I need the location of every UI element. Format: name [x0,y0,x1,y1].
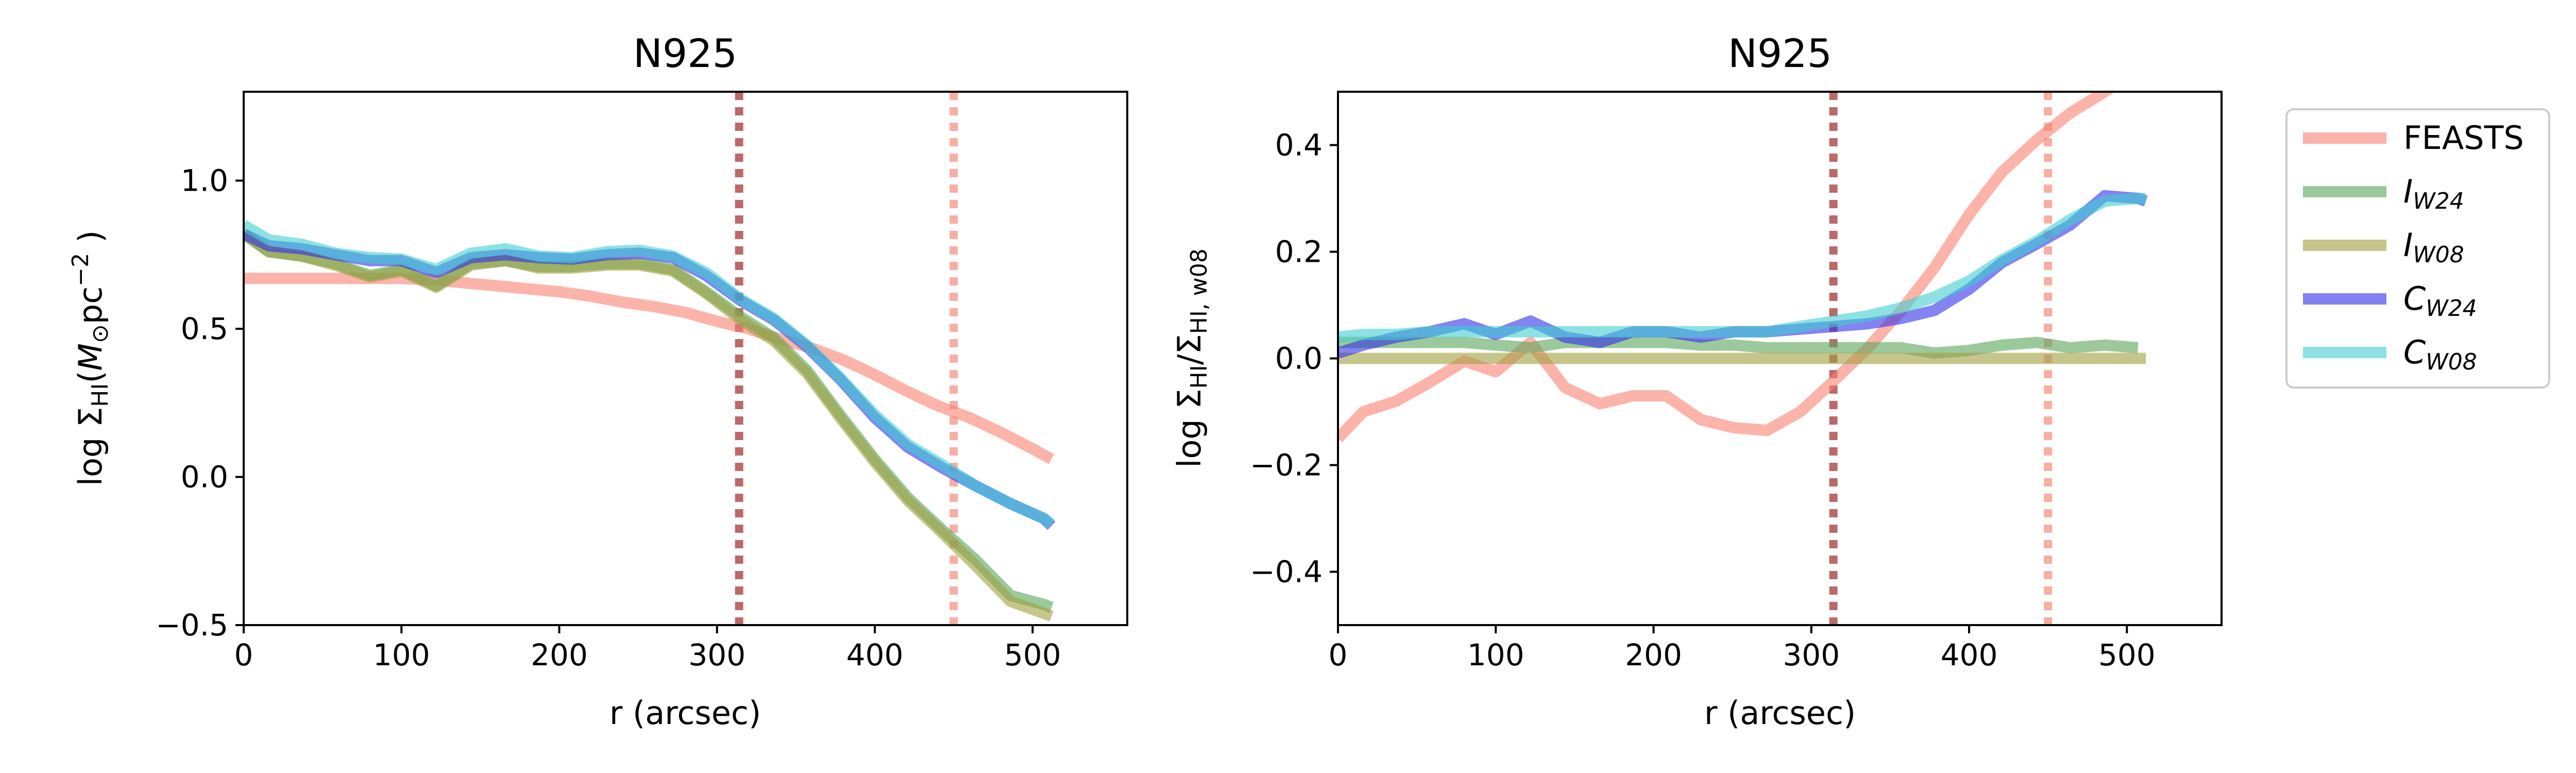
legend: FEASTS IW24 IW08 CW24 CW08 [2285,108,2550,389]
left-panel: N925 0 100 200 300 400 500 −0.5 0.0 0.5 1.0 r (a… [67,30,1128,732]
left-x-ticks: 0 100 200 300 400 500 [234,625,1061,673]
right-plot-lines [1338,92,2148,625]
left-series-feasts [244,273,1055,464]
right-x-axis-label: r (arcsec) [1704,694,1856,732]
right-x-tick-label: 200 [1625,637,1682,673]
legend-label-cw08: CW08 [2403,333,2477,375]
legend-label-iw08: IW08 [2403,226,2464,268]
right-series-iw24 [1338,337,2139,359]
right-x-tick-label: 500 [2098,637,2156,673]
right-y-tick-label: −0.4 [1250,554,1323,590]
legend-frame [2285,108,2550,389]
legend-entry-iw08: IW08 [2303,226,2464,268]
right-panel-title: N925 [1728,30,1832,76]
right-x-ticks: 0 100 200 300 400 500 [1329,625,2156,673]
right-y-axis-label: log ΣHI/ΣHI, w08 [1171,248,1212,468]
right-x-tick-label: 0 [1329,637,1348,673]
left-x-tick-label: 200 [531,637,588,673]
left-y-ticks: −0.5 0.0 0.5 1.0 [156,163,244,643]
legend-entries: FEASTS IW24 IW08 CW24 CW08 [2303,119,2524,375]
right-panel: N925 0 100 200 300 400 500 −0.4−0.20.00.20.4 … [1171,30,2223,732]
legend-entry-cw24: CW24 [2303,280,2477,322]
right-series-cw08 [1338,193,2146,343]
right-x-tick-label: 100 [1467,637,1524,673]
right-y-tick-label: 0.2 [1275,234,1323,270]
legend-label-iw24: IW24 [2403,173,2464,214]
right-y-tick-label: 0.0 [1275,341,1323,376]
left-x-tick-label: 100 [373,637,430,673]
left-y-tick-label: 0.0 [181,460,228,495]
left-series-iw08 [244,229,1054,622]
right-x-tick-label: 300 [1783,637,1840,673]
right-y-ticks: −0.4 −0.2 0.0 0.2 0.4 [1250,128,1338,590]
left-x-tick-label: 300 [688,637,745,673]
legend-entry-iw24: IW24 [2303,173,2464,214]
right-x-tick-label: 400 [1941,637,1998,673]
left-y-tick-label: 1.0 [181,163,228,198]
legend-label-feasts: FEASTS [2403,119,2524,157]
left-x-tick-label: 0 [234,637,253,673]
left-plot-lines [244,92,1056,625]
left-y-tick-label: −0.5 [156,608,228,643]
left-series-iw24 [244,229,1054,613]
legend-entry-cw08: CW08 [2303,333,2477,375]
legend-label-cw24: CW24 [2403,280,2477,322]
left-x-tick-label: 400 [846,637,904,673]
left-x-axis-label: r (arcsec) [609,694,761,732]
left-y-axis-label: log ΣHI(M⊙pc−2 ) [67,230,113,486]
left-y-tick-label: 0.5 [181,311,228,346]
right-y-tick-label: 0.4 [1275,128,1323,163]
right-y-tick-label: −0.2 [1250,448,1323,483]
left-panel-title: N925 [633,30,737,76]
left-series-cw08 [244,220,1055,529]
left-axes-frame [243,91,1128,626]
left-x-tick-label: 500 [1004,637,1061,673]
legend-entry-feasts: FEASTS [2303,119,2524,157]
